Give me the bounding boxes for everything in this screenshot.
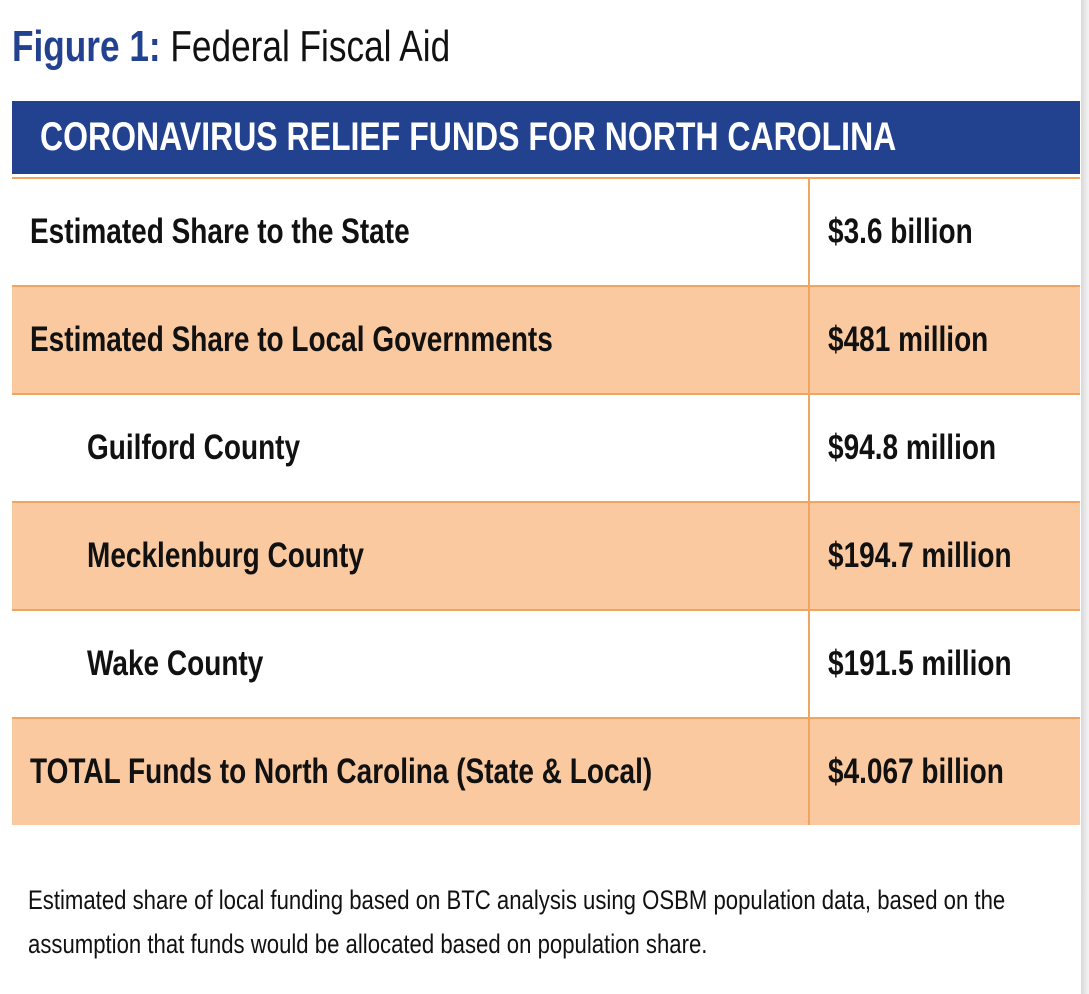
cell: Mecklenburg County [12, 501, 810, 611]
row: Estimated Share to Local Governments $481… [12, 285, 1080, 395]
table-header: CORONAVIRUS RELIEF FUNDS FOR NORTH CAROL… [12, 101, 1080, 174]
cell: $481 million [807, 285, 1080, 395]
row-value: $3.6 billion [827, 212, 973, 251]
cell: $94.8 million [807, 393, 1080, 503]
row-label: Wake County [87, 644, 264, 683]
row: Mecklenburg County $194.7 million [12, 501, 1080, 611]
row-value: $4.067 billion [827, 752, 1004, 791]
page-edge [1081, 0, 1089, 994]
figure-label: Figure 1: [12, 22, 161, 71]
cell: $191.5 million [807, 609, 1080, 719]
row-value: $94.8 million [827, 428, 996, 467]
funds-table: Estimated Share to the State $3.6 billion… [12, 177, 1080, 825]
cell: $4.067 billion [807, 717, 1080, 825]
row-value: $481 million [827, 320, 989, 359]
table-title: CORONAVIRUS RELIEF FUNDS FOR NORTH CAROL… [40, 115, 897, 159]
row-label: Estimated Share to the State [30, 212, 410, 251]
row-label: TOTAL Funds to North Carolina (State & L… [30, 752, 653, 791]
footnote: Estimated share of local funding based o… [28, 885, 1006, 959]
row: Wake County $191.5 million [12, 609, 1080, 719]
row-label: Estimated Share to Local Governments [30, 320, 553, 359]
row: Guilford County $94.8 million [12, 393, 1080, 503]
cell: TOTAL Funds to North Carolina (State & L… [12, 717, 810, 825]
cell: $194.7 million [807, 501, 1080, 611]
cell: Estimated Share to the State [12, 177, 810, 287]
row: TOTAL Funds to North Carolina (State & L… [12, 717, 1080, 825]
row-value: $194.7 million [827, 536, 1012, 575]
cell: Guilford County [12, 393, 810, 503]
cell: Estimated Share to Local Governments [12, 285, 810, 395]
row: Estimated Share to the State $3.6 billion [12, 177, 1080, 287]
cell: Wake County [12, 609, 810, 719]
row-label: Mecklenburg County [87, 536, 364, 575]
figure-name: Federal Fiscal Aid [170, 22, 451, 71]
figure-title: Figure 1: Federal Fiscal Aid [12, 22, 560, 72]
row-value: $191.5 million [827, 644, 1012, 683]
row-label: Guilford County [87, 428, 301, 467]
cell: $3.6 billion [807, 177, 1080, 287]
